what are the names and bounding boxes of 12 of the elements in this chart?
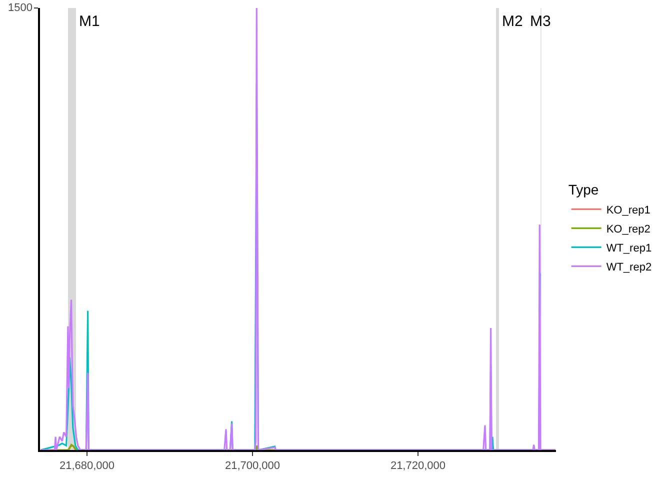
legend-label: WT_rep2 xyxy=(606,261,652,274)
legend-label: KO_rep1 xyxy=(606,204,650,216)
legend-label: WT_rep1 xyxy=(606,242,652,254)
x-tick-label: 21,700,000 xyxy=(224,460,280,472)
band-label: M3 xyxy=(530,13,551,30)
band-label: M2 xyxy=(502,13,523,30)
legend-label: KO_rep2 xyxy=(606,223,650,236)
x-tick-label: 21,680,000 xyxy=(59,460,115,472)
band-label: M1 xyxy=(79,13,100,30)
legend-title: Type xyxy=(568,182,599,198)
x-tick-label: 21,720,000 xyxy=(390,460,446,472)
text: 1500 xyxy=(8,2,32,14)
